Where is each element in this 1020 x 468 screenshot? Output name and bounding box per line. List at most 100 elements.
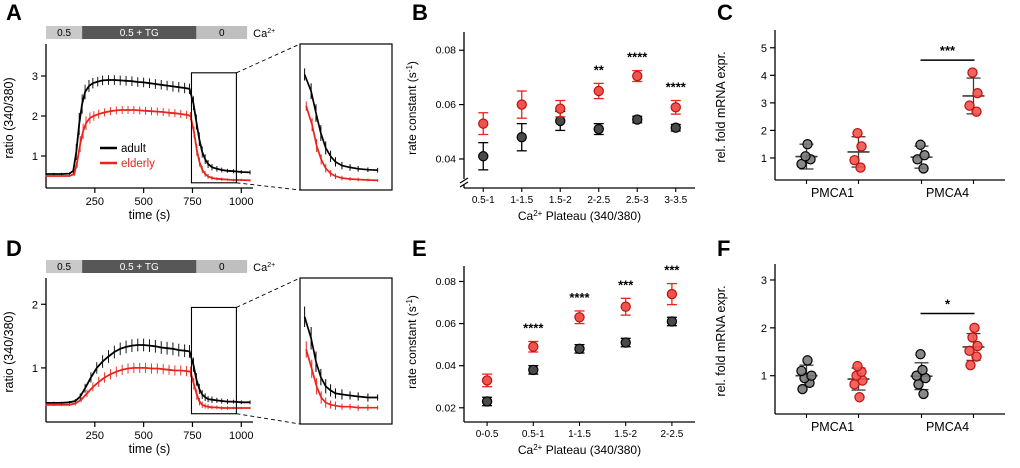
- y-tick-label: 2: [32, 111, 38, 123]
- label-base: Ca: [518, 209, 534, 223]
- y-tick-label: 2: [761, 323, 767, 335]
- label-base: Ca: [518, 443, 534, 457]
- label-base: rate constant (s: [405, 72, 419, 155]
- zoom-connector: [236, 43, 301, 74]
- label-post: Plateau (340/380): [542, 209, 641, 223]
- panel-label-e: E: [412, 236, 427, 261]
- y-axis-title: rel. fold mRNA expr.: [714, 285, 728, 396]
- x-category-label: 1.5-2: [549, 195, 572, 206]
- x-category-label: 2-2.5: [661, 429, 684, 440]
- significance-stars: *: [945, 296, 951, 311]
- data-point-adult: [918, 163, 929, 174]
- y-tick-label: 1: [32, 363, 38, 375]
- panel-b-rate-constant-chart: 0.04 0.06 0.08 0.5-1 1-1.5 1.5-2 2-2.5 2.5-3 3-3…: [405, 32, 695, 223]
- data-point-adult: [528, 364, 539, 376]
- data-point-adult: [919, 150, 930, 161]
- x-axis-title: Ca2+ Plateau (340/380): [518, 209, 641, 223]
- data-point-adult: [800, 151, 811, 162]
- data-point-elderly: [574, 312, 585, 323]
- group-label-PMCA4: PMCA4: [926, 420, 969, 434]
- data-point-elderly: [620, 301, 631, 312]
- data-point-elderly: [528, 341, 539, 352]
- data-point-elderly: [852, 127, 863, 139]
- panel-c-mrna-dotplot: 1 2 3 4 5 rel. fold mRNA expr. PMCA1 PMCA4 ***: [714, 30, 1005, 200]
- label-superscript: -1: [405, 299, 414, 307]
- x-category-label: 2-2.5: [587, 195, 610, 206]
- significance-stars: ****: [627, 50, 648, 65]
- data-point-elderly: [593, 85, 604, 97]
- panel-label-d: D: [6, 236, 22, 261]
- y-axis-title: ratio (340/380): [2, 311, 16, 392]
- label-superscript: 2+: [533, 209, 542, 218]
- label-superscript: 2+: [533, 443, 542, 452]
- inset-trace-elderly: [305, 349, 378, 409]
- data-point-elderly: [555, 103, 566, 114]
- x-tick-label: 1000: [229, 196, 253, 208]
- data-point-adult: [593, 123, 604, 135]
- data-point-adult: [478, 151, 489, 162]
- protocol-bar-segment: [46, 260, 83, 273]
- zoom-box: [190, 306, 237, 415]
- data-point-elderly: [666, 288, 678, 300]
- inset-trace-elderly: [305, 105, 378, 182]
- protocol-bar-segment: [196, 26, 248, 39]
- y-tick-label: 1: [761, 153, 767, 165]
- y-axis-title: ratio (340/380): [2, 77, 16, 158]
- x-category-label: 1.5-2: [614, 429, 637, 440]
- data-point-adult: [915, 348, 926, 360]
- data-point-adult: [481, 396, 493, 407]
- data-point-adult: [620, 337, 631, 348]
- protocol-bar-segment: [196, 260, 248, 273]
- x-axis-title: Ca2+ Plateau (340/380): [518, 443, 641, 457]
- data-point-adult: [666, 316, 678, 327]
- label-base: rate constant (s: [405, 306, 419, 389]
- y-tick-label: 3: [761, 275, 767, 287]
- data-point-elderly: [852, 360, 863, 372]
- label-post: ): [405, 61, 419, 65]
- data-point-adult: [555, 115, 566, 127]
- trace-elderly: [46, 366, 251, 409]
- x-category-label: 1-1.5: [568, 429, 591, 440]
- protocol-bar-segment: [82, 260, 197, 273]
- y-tick-label: 5: [761, 43, 767, 55]
- panel-f-mrna-dotplot: 1 2 3 rel. fold mRNA expr. PMCA1 PMCA4 *: [714, 264, 1005, 434]
- legend-label-elderly: elderly: [121, 158, 155, 170]
- y-tick-label: 3: [761, 98, 767, 110]
- x-tick-label: 500: [134, 430, 152, 442]
- y-axis-title: rel. fold mRNA expr.: [714, 51, 728, 162]
- label-base: Ca: [253, 262, 268, 274]
- group-label-PMCA4: PMCA4: [926, 186, 969, 200]
- y-tick-label: 2: [32, 299, 38, 311]
- x-tick-label: 250: [86, 196, 104, 208]
- panel-label-f: F: [717, 236, 731, 261]
- x-axis-title: time (s): [129, 208, 171, 222]
- data-point-elderly: [856, 141, 867, 152]
- y-tick-label: 3: [32, 71, 38, 83]
- data-point-adult: [806, 370, 817, 381]
- label-superscript: 2+: [267, 262, 275, 269]
- x-tick-label: 500: [134, 196, 152, 208]
- data-point-elderly: [965, 359, 976, 371]
- y-tick-label: 0.08: [436, 276, 457, 288]
- data-point-adult: [802, 138, 813, 150]
- group-label-PMCA1: PMCA1: [811, 186, 854, 200]
- y-tick-label: 0.04: [436, 360, 457, 372]
- data-point-adult: [802, 355, 813, 366]
- data-point-adult: [917, 364, 928, 376]
- data-point-adult: [796, 365, 807, 377]
- label-superscript: 2+: [267, 28, 275, 35]
- zoom-connector: [236, 182, 301, 191]
- data-point-elderly: [971, 106, 982, 117]
- data-point-adult: [670, 122, 681, 133]
- label-post: ): [405, 295, 419, 299]
- y-tick-label: 0.02: [436, 402, 457, 414]
- calcium-label: Ca2+: [253, 262, 275, 274]
- data-point-elderly: [972, 88, 983, 99]
- significance-stars: ****: [569, 290, 590, 305]
- label-post: Plateau (340/380): [542, 443, 641, 457]
- significance-stars: ****: [666, 80, 687, 95]
- x-category-label: 0.5-1: [472, 195, 495, 206]
- y-tick-label: 4: [761, 70, 767, 82]
- inset-trace-adult: [303, 74, 378, 172]
